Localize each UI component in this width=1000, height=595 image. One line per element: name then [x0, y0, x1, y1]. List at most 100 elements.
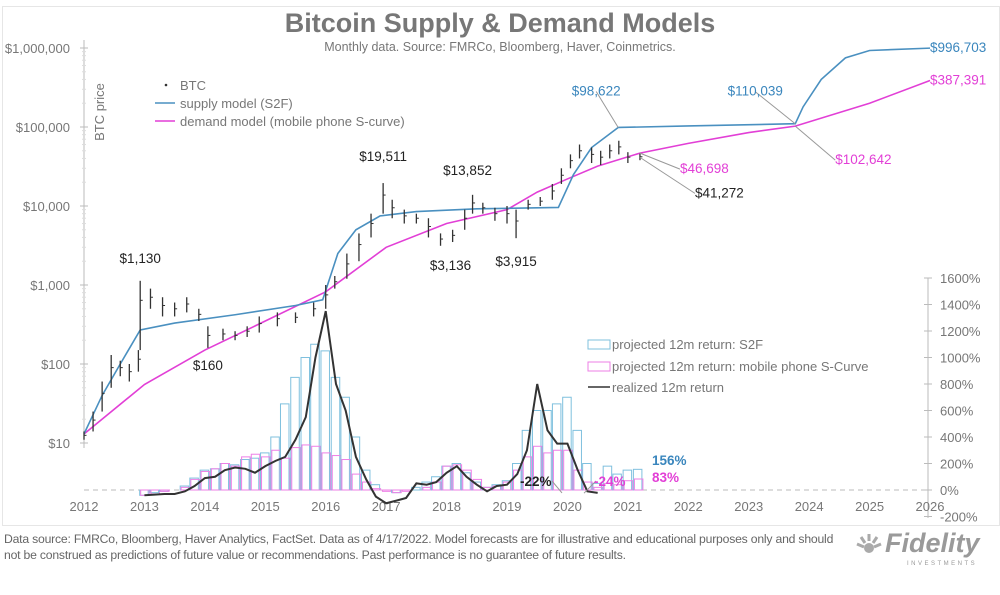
annotation-leader-line [794, 125, 836, 161]
x-axis-tick-label: 2018 [432, 499, 461, 514]
demand-return-bar [401, 489, 412, 492]
annotation-leader-line [639, 156, 696, 194]
return-annotation: -22% [520, 474, 552, 489]
demand-return-bar [392, 489, 402, 494]
price-annotation: $13,852 [443, 163, 492, 178]
price-annotation: $160 [193, 358, 223, 373]
x-axis-tick-label: 2017 [372, 499, 401, 514]
right-axis-tick-label: 1200% [940, 324, 981, 339]
price-annotation: $3,136 [430, 258, 471, 273]
right-axis-tick-label: 600% [940, 404, 974, 419]
return-annotation: 156% [652, 453, 687, 468]
legend-s2f-return-swatch [587, 339, 611, 350]
x-axis-tick-label: 2023 [734, 499, 763, 514]
return-annotation-leader-line [583, 480, 597, 494]
x-axis-tick-label: 2019 [493, 499, 522, 514]
price-annotation: $98,622 [572, 83, 621, 98]
legend-label-demand-return: projected 12m return: mobile phone S-Cur… [612, 359, 869, 374]
legend-label-demand: demand model (mobile phone S-curve) [180, 114, 405, 129]
fidelity-logo-mark-icon [856, 534, 882, 553]
demand-return-bar [442, 465, 452, 491]
demand-return-bar [633, 478, 644, 491]
annotation-leader-line [754, 91, 796, 125]
price-annotation: $3,915 [495, 254, 536, 269]
price-annotation: $46,698 [680, 161, 729, 176]
demand-return-bar [522, 456, 533, 491]
legend-label-s2f-return: projected 12m return: S2F [612, 337, 763, 352]
demand-return-bar [532, 445, 543, 491]
annotation-leader-line [639, 152, 681, 170]
fidelity-logo: Fidelity INVESTMENTS [855, 528, 1000, 578]
price-annotation: $996,703 [930, 40, 986, 55]
x-axis-tick-label: 2026 [916, 499, 945, 514]
right-axis-tick-label: 200% [940, 457, 974, 472]
legend-btc-marker [164, 83, 168, 87]
demand-return-bar [220, 463, 231, 491]
annotation-leader-line [595, 91, 619, 128]
demand-return-bar [613, 484, 623, 491]
fidelity-logo-subtext: INVESTMENTS [907, 561, 978, 567]
x-axis-tick-label: 2014 [190, 499, 219, 514]
demand-return-bar [160, 489, 170, 492]
return-annotation: 83% [652, 470, 679, 485]
demand-return-bar [280, 457, 291, 491]
right-axis-tick-label: 1400% [940, 298, 981, 313]
x-axis-tick-label: 2020 [553, 499, 582, 514]
return-annotation-leader-line [551, 480, 563, 494]
price-annotation: $41,272 [695, 185, 744, 200]
demand-return-bar [230, 465, 241, 491]
x-axis-tick-label: 2021 [613, 499, 642, 514]
x-axis-tick-label: 2022 [674, 499, 703, 514]
left-axis-tick-label: $1,000,000 [5, 41, 70, 56]
demand-return-bar [261, 456, 271, 491]
left-axis-tick-label: $1,000 [30, 278, 70, 293]
return-annotation: -24% [594, 474, 626, 489]
demand-return-bar [341, 459, 351, 491]
footer-disclaimer: Data source: FMRCo, Bloomberg, Haver Ana… [4, 532, 834, 562]
right-axis-tick-label: -200% [940, 510, 978, 525]
demand-return-bar [351, 473, 362, 491]
demand-return-bar [563, 449, 573, 491]
right-axis-tick-label: 800% [940, 377, 974, 392]
demand-return-bar [291, 447, 301, 491]
demand-return-bar [472, 478, 483, 491]
price-annotation: $19,511 [359, 149, 407, 164]
demand-return-bar [583, 481, 593, 491]
right-axis-tick-label: 1600% [940, 271, 981, 286]
x-axis-tick-label: 2013 [130, 499, 159, 514]
demand-return-bar [311, 445, 321, 491]
left-axis-tick-label: $10 [48, 436, 70, 451]
demand-return-bar [593, 486, 603, 491]
price-annotation: $110,039 [728, 84, 783, 99]
x-axis-tick-label: 2025 [855, 499, 884, 514]
chart-subtitle: Monthly data. Source: FMRCo, Bloomberg, … [324, 40, 676, 54]
left-axis-tick-label: $10,000 [23, 199, 70, 214]
demand-return-bar [381, 489, 392, 492]
demand-return-bar [190, 478, 200, 491]
x-axis-tick-label: 2024 [795, 499, 824, 514]
demand-model-line [83, 79, 931, 435]
fidelity-logo-text: Fidelity [885, 528, 980, 558]
legend-demand-return-swatch [587, 361, 611, 372]
price-annotation: $387,391 [930, 73, 986, 88]
right-axis-tick-label: 0% [940, 483, 959, 498]
price-annotation: $1,130 [120, 251, 161, 266]
realized-return-line [144, 310, 598, 505]
x-axis-tick-label: 2016 [311, 499, 340, 514]
left-axis-tick-label: $100 [41, 357, 70, 372]
x-axis-tick-label: 2012 [70, 499, 99, 514]
demand-return-bar [321, 452, 331, 491]
chart-title: Bitcoin Supply & Demand Models [284, 8, 716, 38]
supply-model-line [83, 47, 931, 435]
left-axis-tick-label: $100,000 [16, 120, 70, 135]
left-axis-title: BTC price [92, 83, 107, 141]
legend-label-btc: BTC [180, 78, 206, 93]
right-axis-tick-label: 400% [940, 430, 974, 445]
x-axis-tick-label: 2015 [251, 499, 280, 514]
legend-label-realized-return: realized 12m return [612, 380, 724, 395]
legend-label-supply: supply model (S2F) [180, 96, 293, 111]
right-axis-tick-label: 1000% [940, 351, 981, 366]
demand-return-bar [552, 449, 563, 491]
demand-return-bar [623, 480, 634, 491]
